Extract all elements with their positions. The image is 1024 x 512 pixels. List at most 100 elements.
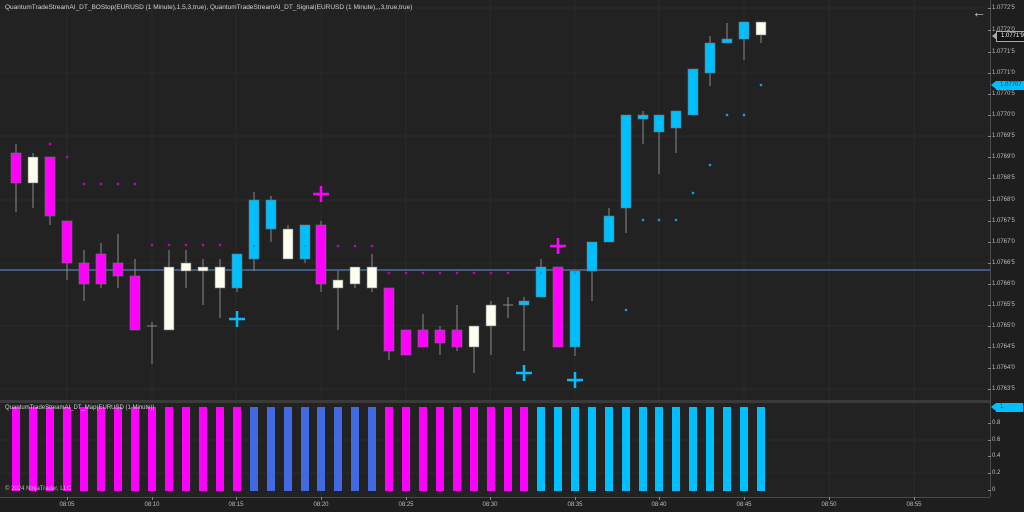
map-bar	[267, 407, 275, 491]
candle	[451, 305, 463, 351]
candle	[417, 314, 429, 348]
candle	[468, 325, 480, 373]
price-tick-label: 1.0767'0	[988, 239, 1015, 245]
candle	[214, 259, 226, 318]
candlestick-chart[interactable]	[0, 0, 990, 400]
signal-cross-icon	[567, 372, 583, 388]
stop-dot	[421, 271, 425, 275]
price-tick-label: 1.0772'0	[988, 27, 1015, 33]
stop-dot	[184, 243, 188, 247]
candle	[315, 221, 327, 292]
chart-title: QuantumTradeStreamAI_DT_BOStop(EURUSD (1…	[5, 4, 413, 11]
stop-dot	[167, 243, 171, 247]
price-tick-label: 1.0765'0	[988, 323, 1015, 329]
map-bar	[605, 407, 613, 491]
time-tick-label: 08:05	[59, 502, 75, 508]
time-tick-mark	[829, 497, 830, 500]
candle	[78, 250, 90, 301]
map-bar	[655, 407, 663, 491]
stop-dot	[725, 113, 729, 117]
map-bar	[639, 407, 647, 491]
candle	[670, 110, 682, 153]
candle	[503, 297, 513, 318]
map-bar	[284, 407, 292, 491]
price-tick-label: 1.0763'5	[988, 386, 1015, 392]
stop-dot	[48, 142, 52, 146]
candle	[231, 253, 243, 292]
candle	[687, 68, 699, 116]
map-bar	[436, 407, 444, 491]
time-tick-label: 08:30	[482, 502, 498, 508]
stop-dot	[759, 83, 763, 87]
time-tick-mark	[321, 497, 322, 500]
map-bar	[368, 407, 376, 491]
price-panel[interactable]	[0, 0, 990, 400]
map-histogram[interactable]	[0, 403, 990, 497]
time-axis[interactable]	[0, 497, 990, 512]
map-bar	[29, 407, 37, 491]
map-bar	[740, 407, 748, 491]
time-tick-label: 08:15	[228, 502, 244, 508]
time-tick-label: 08:35	[567, 502, 583, 508]
candle	[383, 287, 395, 360]
map-bar	[723, 407, 731, 491]
map-bar	[46, 407, 54, 491]
time-tick-mark	[152, 497, 153, 500]
candle	[552, 266, 564, 348]
map-bar	[233, 407, 241, 491]
candle	[603, 208, 615, 243]
candle	[163, 250, 175, 331]
map-bar	[571, 407, 579, 491]
signal-price-flag: 1.07707	[991, 81, 1024, 90]
stop-dot	[370, 244, 374, 248]
time-tick-mark	[490, 497, 491, 500]
stop-dot	[353, 244, 357, 248]
panel-divider[interactable]	[0, 400, 1024, 403]
arrow-left-icon[interactable]: ←	[972, 4, 986, 20]
signal-cross-icon	[313, 186, 329, 202]
time-tick-label: 08:55	[906, 502, 922, 508]
candle	[282, 225, 294, 260]
stop-dot	[489, 271, 493, 275]
map-bar	[199, 407, 207, 491]
map-bar	[351, 407, 359, 491]
time-tick-label: 08:45	[736, 502, 752, 508]
stop-dot	[742, 113, 746, 117]
map-bar	[80, 407, 88, 491]
indicator-tick-label: 0.6	[987, 437, 1001, 443]
time-tick-label: 08:50	[821, 502, 837, 508]
candle	[518, 297, 530, 351]
candle	[485, 301, 497, 355]
indicator-value-flag: 1	[991, 403, 1023, 412]
map-bar	[317, 407, 325, 491]
time-tick-label: 08:40	[651, 502, 667, 508]
candle	[180, 250, 192, 288]
indicator-panel[interactable]	[0, 403, 990, 497]
candle	[332, 271, 344, 330]
map-bar	[757, 407, 765, 491]
price-tick-label: 1.0771'5	[988, 49, 1015, 55]
stop-dot	[303, 244, 307, 248]
stop-dot	[539, 271, 543, 275]
candle	[265, 196, 277, 242]
map-bar	[97, 407, 105, 491]
price-tick-label: 1.0770'0	[988, 112, 1015, 118]
candle	[400, 329, 412, 356]
candle	[349, 266, 361, 288]
price-tick-label: 1.0768'0	[988, 197, 1015, 203]
map-bar	[402, 407, 410, 491]
candle	[586, 241, 598, 301]
price-tick-label: 1.0765'5	[988, 302, 1015, 308]
price-tick-label: 1.0766'0	[988, 281, 1015, 287]
price-tick-label: 1.0771'0	[988, 70, 1015, 76]
stop-dot	[691, 191, 695, 195]
stop-dot	[252, 244, 256, 248]
map-bar	[537, 407, 545, 491]
time-tick-mark	[236, 497, 237, 500]
map-bar	[520, 407, 528, 491]
stop-dot	[657, 218, 661, 222]
map-bar	[385, 407, 393, 491]
candle	[147, 322, 157, 364]
map-bar	[63, 407, 71, 491]
